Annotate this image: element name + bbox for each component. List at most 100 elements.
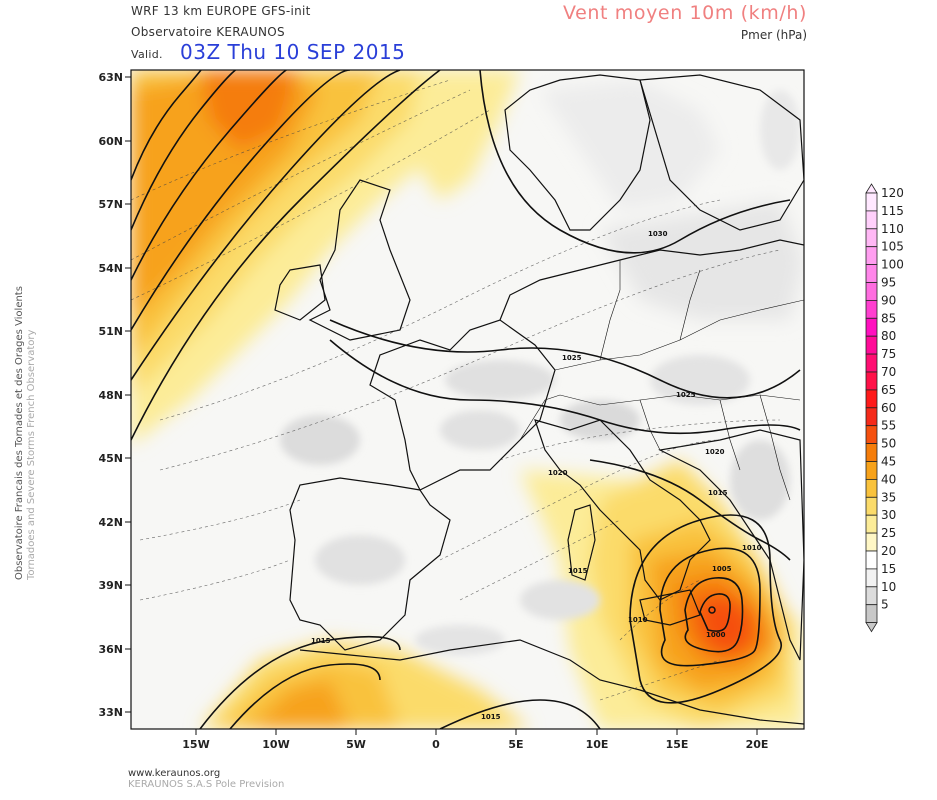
colorbar-label: 90 bbox=[881, 293, 896, 307]
colorbar-swatch bbox=[865, 371, 878, 391]
isobar-label: 1020 bbox=[548, 469, 568, 477]
lat-label: 33N bbox=[98, 706, 123, 719]
map-plot-area bbox=[131, 70, 804, 729]
colorbar-label: 65 bbox=[881, 383, 896, 397]
colorbar-arrow-bottom bbox=[865, 622, 878, 633]
colorbar-swatch bbox=[865, 228, 878, 248]
isobar-label: 1005 bbox=[712, 565, 732, 573]
footer: www.keraunos.org KERAUNOS S.A.S Pole Pre… bbox=[128, 768, 284, 790]
pressure-subtitle: Pmer (hPa) bbox=[740, 28, 807, 42]
colorbar-swatch bbox=[865, 246, 878, 265]
lat-label: 60N bbox=[98, 135, 123, 148]
valid-label: Valid. bbox=[131, 48, 163, 61]
colorbar-swatch bbox=[865, 425, 878, 445]
colorbar-swatch bbox=[865, 264, 878, 283]
colorbar-label: 80 bbox=[881, 329, 896, 343]
low-pressure-center bbox=[708, 606, 716, 614]
valid-date: 03Z Thu 10 SEP 2015 bbox=[180, 40, 406, 64]
colorbar-swatch bbox=[865, 192, 878, 212]
lat-label: 36N bbox=[98, 643, 123, 656]
colorbar-swatch bbox=[865, 496, 878, 516]
lon-label: 5W bbox=[346, 738, 366, 751]
colorbar-swatch bbox=[865, 407, 878, 427]
colorbar-label: 75 bbox=[881, 347, 896, 361]
colorbar-label: 30 bbox=[881, 508, 896, 522]
colorbar-swatch bbox=[865, 353, 878, 373]
lat-label: 51N bbox=[98, 325, 123, 338]
colorbar-swatch bbox=[865, 478, 878, 498]
map-frame bbox=[130, 69, 805, 730]
isobar-label: 1025 bbox=[676, 391, 696, 399]
footer-company: KERAUNOS S.A.S Pole Prevision bbox=[128, 779, 285, 790]
lon-label: 0 bbox=[432, 738, 440, 751]
colorbar-swatch bbox=[865, 443, 878, 462]
lon-label: 10W bbox=[262, 738, 289, 751]
country-borders bbox=[519, 260, 804, 501]
colorbar-label: 70 bbox=[881, 365, 896, 379]
colorbar-label: 5 bbox=[881, 598, 889, 612]
lat-label: 45N bbox=[98, 452, 123, 465]
colorbar-swatch bbox=[865, 514, 878, 534]
colorbar-swatch bbox=[865, 317, 878, 337]
isobars bbox=[131, 70, 801, 729]
colorbar-label: 105 bbox=[881, 240, 904, 254]
lon-label: 15E bbox=[666, 738, 689, 751]
colorbar-label: 120 bbox=[881, 186, 904, 200]
colorbar-label: 25 bbox=[881, 526, 896, 540]
colorbar-label: 35 bbox=[881, 490, 896, 504]
colorbar-swatch bbox=[865, 550, 878, 570]
longitude-axis: 15W 10W 5W 0 5E 10E 15E 20E bbox=[182, 729, 768, 751]
colorbar-label: 15 bbox=[881, 562, 896, 576]
colorbar-label: 10 bbox=[881, 580, 896, 594]
model-title: WRF 13 km EUROPE GFS-init bbox=[131, 4, 311, 18]
colorbar-swatch bbox=[865, 210, 878, 230]
isobar-label: 1020 bbox=[705, 448, 725, 456]
lon-label: 5E bbox=[508, 738, 523, 751]
isobar-label-group: 1030 1025 1025 1020 1020 1015 1015 1015 … bbox=[311, 230, 762, 721]
observatory-title: Observatoire KERAUNOS bbox=[131, 25, 285, 39]
colorbar-swatch bbox=[865, 586, 878, 606]
colorbar-label: 85 bbox=[881, 311, 896, 325]
colorbar-arrow-top bbox=[865, 183, 878, 194]
isobar-label: 1015 bbox=[311, 637, 331, 645]
isobar-label: 1015 bbox=[708, 489, 728, 497]
colorbar-label: 45 bbox=[881, 455, 896, 469]
isobar-label: 1030 bbox=[648, 230, 668, 238]
colorbar: 1201151101051009590858075706560555045403… bbox=[865, 183, 904, 633]
isobar-label: 1025 bbox=[562, 354, 582, 362]
isobar-label: 1010 bbox=[628, 616, 648, 624]
colorbar-swatch bbox=[865, 604, 878, 624]
colorbar-label: 100 bbox=[881, 258, 904, 272]
variable-title: Vent moyen 10m (km/h) bbox=[563, 2, 807, 24]
colorbar-swatch bbox=[865, 335, 878, 355]
colorbar-label: 20 bbox=[881, 544, 896, 558]
isobar-label: 1000 bbox=[706, 631, 726, 639]
colorbar-label: 115 bbox=[881, 204, 904, 218]
latitude-axis: 63N 60N 57N 54N 51N 48N 45N 42N 39N 36N … bbox=[98, 71, 131, 719]
colorbar-swatch bbox=[865, 461, 878, 480]
colorbar-swatch bbox=[865, 568, 878, 588]
footer-url: www.keraunos.org bbox=[128, 768, 221, 779]
colorbar-swatch bbox=[865, 299, 878, 319]
calm-patches bbox=[280, 90, 800, 655]
isobar-label: 1010 bbox=[742, 544, 762, 552]
colorbar-label: 50 bbox=[881, 437, 896, 451]
lat-label: 48N bbox=[98, 389, 123, 402]
lat-label: 39N bbox=[98, 579, 123, 592]
lon-label: 15W bbox=[182, 738, 209, 751]
colorbar-swatch bbox=[865, 389, 878, 409]
colorbar-label: 60 bbox=[881, 401, 896, 415]
lat-label: 54N bbox=[98, 262, 123, 275]
colorbar-label: 40 bbox=[881, 472, 896, 486]
colorbar-swatch bbox=[865, 282, 878, 301]
lat-label: 63N bbox=[98, 71, 123, 84]
colorbar-swatch bbox=[865, 532, 878, 552]
colorbar-label: 110 bbox=[881, 222, 904, 236]
lat-label: 57N bbox=[98, 198, 123, 211]
lon-label: 10E bbox=[586, 738, 609, 751]
lat-label: 42N bbox=[98, 516, 123, 529]
colorbar-label: 55 bbox=[881, 419, 896, 433]
colorbar-label: 95 bbox=[881, 276, 896, 290]
isobar-label: 1015 bbox=[481, 713, 501, 721]
